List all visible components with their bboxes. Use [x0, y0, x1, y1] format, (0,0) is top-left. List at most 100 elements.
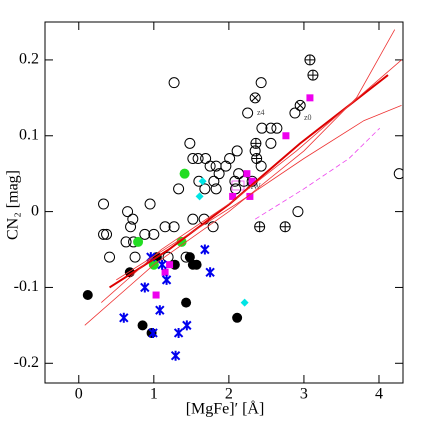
star: [200, 244, 210, 255]
open-circle: [129, 251, 141, 263]
open-circle: [242, 107, 254, 119]
y-tick-label: 0.2: [19, 51, 39, 68]
open-circle: [255, 77, 267, 89]
y-tick-label: -0.1: [14, 278, 39, 295]
filled-circle: [232, 312, 243, 323]
model-line: [109, 74, 389, 289]
open-circle: [101, 228, 113, 240]
diamond: [198, 177, 207, 186]
square: [306, 94, 314, 102]
open-circle: [187, 153, 199, 165]
open-circle: [213, 168, 225, 180]
square: [246, 192, 254, 200]
diamond: [195, 192, 204, 201]
star: [170, 350, 181, 361]
model-line: [116, 105, 402, 281]
open-circle: [271, 122, 283, 134]
open-circle: [393, 168, 403, 180]
circle-plus: [304, 54, 316, 66]
x-tick-label: 1: [150, 386, 158, 403]
open-circle: [207, 221, 219, 233]
filled-circle: [82, 290, 93, 301]
open-circle: [168, 77, 180, 89]
x-tick-label: 0: [75, 386, 83, 403]
square: [152, 291, 160, 299]
open-circle: [159, 221, 171, 233]
model-line: [254, 127, 381, 220]
circle-cross: [249, 92, 261, 104]
annotation: z0: [304, 113, 312, 122]
open-circle: [292, 206, 304, 218]
filled-circle: [137, 320, 148, 331]
open-circle: [98, 228, 110, 240]
plot-frame: [44, 21, 404, 384]
x-tick-label: 3: [300, 386, 308, 403]
y-tick-label: -0.2: [14, 354, 39, 371]
open-circle: [204, 160, 216, 172]
open-circle: [125, 221, 137, 233]
circle-plus: [307, 69, 319, 81]
open-circle: [255, 160, 267, 172]
open-circle: [199, 183, 211, 195]
star: [155, 305, 165, 316]
open-circle: [200, 153, 212, 165]
star: [140, 282, 150, 293]
filled-circle: [191, 259, 202, 270]
circle-plus: [279, 221, 291, 233]
open-circle: [173, 183, 185, 195]
open-circle: [139, 228, 151, 240]
open-circle: [168, 221, 180, 233]
square: [243, 170, 251, 178]
square: [161, 268, 169, 276]
open-circle: [187, 213, 199, 225]
open-circle: [256, 122, 268, 134]
open-circle: [98, 198, 110, 210]
open-circle: [233, 168, 245, 180]
x-tick-label: 2: [225, 386, 233, 403]
square: [248, 177, 256, 185]
open-circle: [220, 160, 232, 172]
model-line: [101, 59, 402, 303]
square: [229, 192, 237, 200]
open-circle: [127, 213, 139, 225]
open-circle: [120, 236, 132, 248]
open-circle: [184, 137, 196, 149]
star: [161, 274, 172, 285]
circle-cross: [294, 99, 306, 111]
star: [157, 259, 167, 270]
open-circle: [210, 183, 222, 195]
y-tick-label: 0.1: [19, 126, 39, 143]
annotation: z4: [257, 108, 265, 117]
open-circle: [224, 153, 236, 165]
star: [205, 267, 215, 278]
filled-circle: [133, 236, 144, 247]
model-line: [84, 29, 396, 326]
open-circle: [231, 145, 243, 157]
diamond: [240, 298, 249, 307]
filled-circle: [146, 327, 157, 338]
square: [282, 132, 290, 140]
filled-circle: [184, 252, 195, 263]
star: [148, 327, 158, 338]
star: [173, 327, 184, 338]
open-circle: [192, 153, 204, 165]
open-circle: [144, 198, 156, 210]
filled-circle: [179, 168, 190, 179]
open-circle: [148, 228, 160, 240]
plot-area: [82, 29, 403, 361]
open-circle: [104, 251, 116, 263]
circle-plus: [254, 221, 266, 233]
y-axis-label: CN₂ [mag]: [5, 170, 22, 240]
open-circle: [208, 175, 220, 187]
filled-circle: [176, 236, 187, 247]
star: [119, 312, 129, 323]
open-circle: [265, 122, 277, 134]
circle-plus: [250, 137, 262, 149]
open-circle: [249, 145, 261, 157]
open-circle: [122, 206, 134, 218]
star: [182, 320, 192, 331]
filled-circle: [181, 297, 192, 308]
circle-plus: [251, 153, 263, 164]
square: [166, 261, 174, 269]
